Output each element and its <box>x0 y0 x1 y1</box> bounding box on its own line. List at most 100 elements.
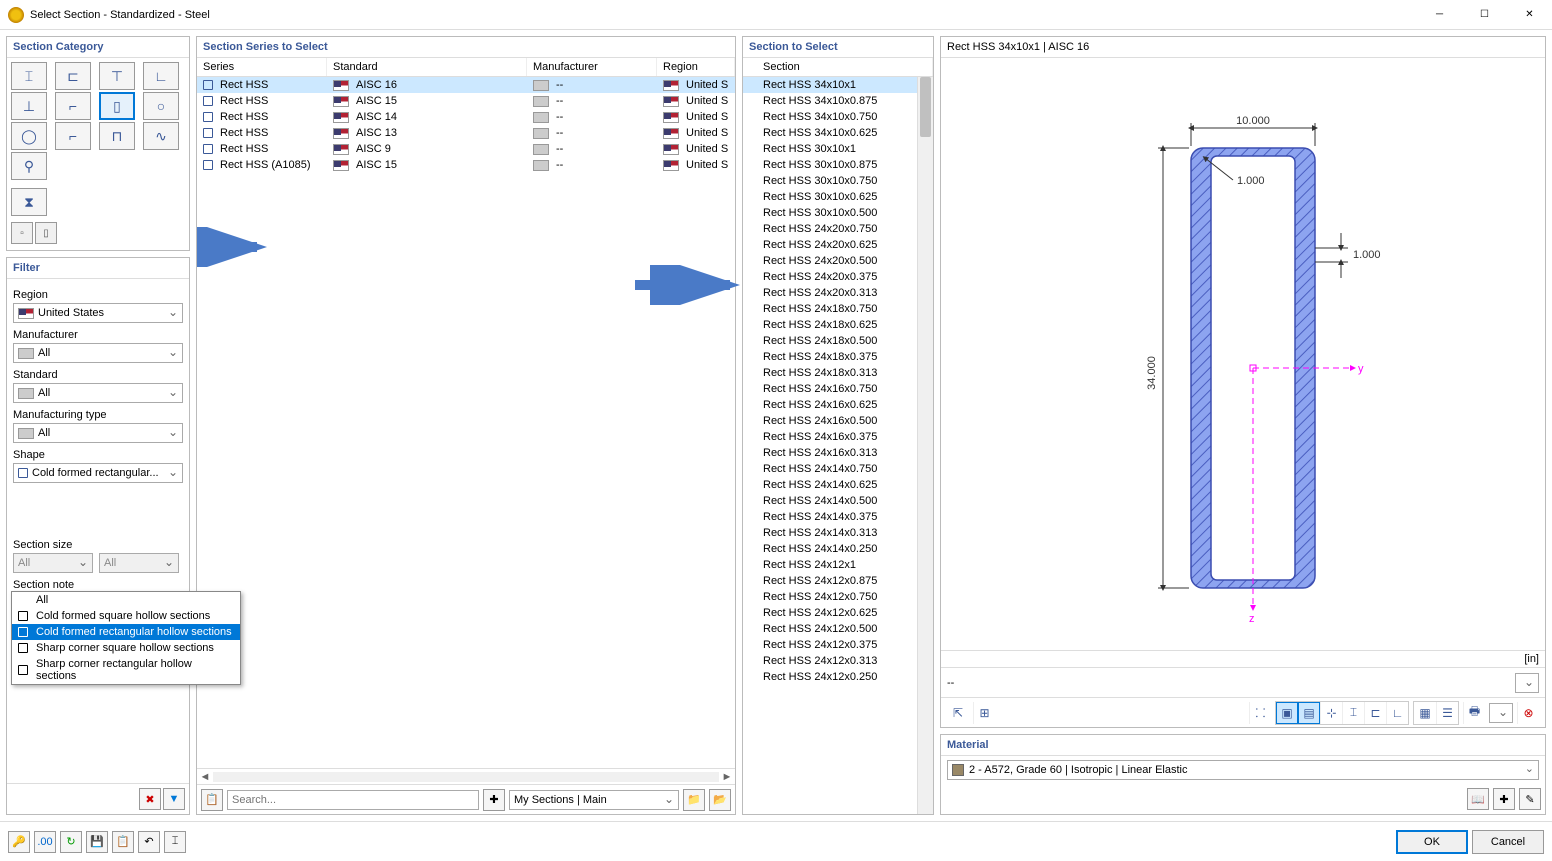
series-row[interactable]: Rect HSS AISC 13 -- United S <box>197 125 735 141</box>
preview-tool-print-icon[interactable]: 🖶 <box>1463 702 1485 724</box>
preview-tool-grid-icon[interactable]: ▦ <box>1414 702 1436 724</box>
cancel-button[interactable]: Cancel <box>1472 830 1544 854</box>
section-row[interactable]: Rect HSS 24x12x0.375 <box>743 637 917 653</box>
section-row[interactable]: Rect HSS 24x12x0.500 <box>743 621 917 637</box>
cat-oval-icon[interactable]: ◯ <box>11 122 47 150</box>
section-row[interactable]: Rect HSS 24x18x0.313 <box>743 365 917 381</box>
preview-tool-l-icon[interactable]: ∟ <box>1386 702 1408 724</box>
section-row[interactable]: Rect HSS 24x14x0.375 <box>743 509 917 525</box>
filter-shape-select[interactable]: Cold formed rectangular... <box>13 463 183 483</box>
series-row[interactable]: Rect HSS AISC 14 -- United S <box>197 109 735 125</box>
series-search-input[interactable] <box>227 790 479 810</box>
section-row[interactable]: Rect HSS 24x12x0.750 <box>743 589 917 605</box>
cat-mode-b-icon[interactable]: ▯ <box>35 222 57 244</box>
section-row[interactable]: Rect HSS 24x20x0.313 <box>743 285 917 301</box>
cat-double-angle-icon[interactable]: ⌐ <box>55 92 91 120</box>
cat-tee-icon[interactable]: ⊤ <box>99 62 135 90</box>
filter-clear-button[interactable]: ✖ <box>139 788 161 810</box>
cat-channel-icon[interactable]: ⊏ <box>55 62 91 90</box>
filter-region-select[interactable]: United States <box>13 303 183 323</box>
preview-tool-props-icon[interactable]: ⊞ <box>973 702 995 724</box>
cat-angle-icon[interactable]: ∟ <box>143 62 179 90</box>
preview-tool-dim-icon[interactable]: ⇱ <box>947 702 969 724</box>
preview-tool-axes-icon[interactable]: ⊹ <box>1320 702 1342 724</box>
section-row[interactable]: Rect HSS 24x16x0.750 <box>743 381 917 397</box>
maximize-button[interactable]: ☐ <box>1462 0 1507 30</box>
section-row[interactable]: Rect HSS 24x12x1 <box>743 557 917 573</box>
filter-standard-select[interactable]: All <box>13 383 183 403</box>
section-row[interactable]: Rect HSS 34x10x1 <box>743 77 917 93</box>
series-clipboard-button[interactable]: 📋 <box>201 789 223 811</box>
sections-col-header[interactable]: Section <box>743 58 933 76</box>
series-row[interactable]: Rect HSS AISC 16 -- United S <box>197 77 735 93</box>
preview-tool-target-icon[interactable]: ⊗ <box>1517 702 1539 724</box>
section-row[interactable]: Rect HSS 24x18x0.625 <box>743 317 917 333</box>
shape-option[interactable]: All <box>12 592 240 608</box>
preview-tool-list-icon[interactable]: ☰ <box>1436 702 1458 724</box>
series-row[interactable]: Rect HSS AISC 15 -- United S <box>197 93 735 109</box>
section-row[interactable]: Rect HSS 24x16x0.500 <box>743 413 917 429</box>
section-row[interactable]: Rect HSS 24x12x0.313 <box>743 653 917 669</box>
close-button[interactable]: ✕ <box>1507 0 1552 30</box>
section-row[interactable]: Rect HSS 30x10x0.750 <box>743 173 917 189</box>
series-row[interactable]: Rect HSS AISC 9 -- United S <box>197 141 735 157</box>
shape-option[interactable]: Cold formed rectangular hollow sections <box>12 624 240 640</box>
section-row[interactable]: Rect HSS 24x20x0.625 <box>743 237 917 253</box>
section-row[interactable]: Rect HSS 34x10x0.875 <box>743 93 917 109</box>
section-row[interactable]: Rect HSS 24x16x0.375 <box>743 429 917 445</box>
material-new-button[interactable]: ✚ <box>1493 788 1515 810</box>
preview-tool-fit-icon[interactable]: ▣ <box>1276 702 1298 724</box>
section-row[interactable]: Rect HSS 34x10x0.750 <box>743 109 917 125</box>
cat-pipe-icon[interactable]: ○ <box>143 92 179 120</box>
footer-units-icon[interactable]: .00 <box>34 831 56 853</box>
section-row[interactable]: Rect HSS 24x12x0.625 <box>743 605 917 621</box>
filter-size-from-select[interactable]: All <box>13 553 93 573</box>
shape-option[interactable]: Sharp corner rectangular hollow sections <box>12 656 240 684</box>
section-row[interactable]: Rect HSS 24x14x0.250 <box>743 541 917 557</box>
section-row[interactable]: Rect HSS 30x10x0.625 <box>743 189 917 205</box>
ok-button[interactable]: OK <box>1396 830 1468 854</box>
cat-double-tee-icon[interactable]: ⊥ <box>11 92 47 120</box>
preview-select[interactable] <box>1515 673 1539 693</box>
material-lib-button[interactable]: 📖 <box>1467 788 1489 810</box>
footer-refresh-icon[interactable]: ↻ <box>60 831 82 853</box>
section-row[interactable]: Rect HSS 34x10x0.625 <box>743 125 917 141</box>
footer-undo-icon[interactable]: ↶ <box>138 831 160 853</box>
mysections-btn-a[interactable]: 📁 <box>683 789 705 811</box>
filter-mfgtype-select[interactable]: All <box>13 423 183 443</box>
material-select[interactable]: 2 - A572, Grade 60 | Isotropic | Linear … <box>947 760 1539 780</box>
series-h-scrollbar[interactable]: ◄► <box>197 768 735 784</box>
sections-scrollbar[interactable] <box>917 77 933 814</box>
cat-rail-icon[interactable]: ⚲ <box>11 152 47 180</box>
mysections-btn-b[interactable]: 📂 <box>709 789 731 811</box>
cat-hollow-rect-icon[interactable]: ▯ <box>99 92 135 120</box>
footer-ibeam-icon[interactable]: ⌶ <box>164 831 186 853</box>
preview-tool-c-icon[interactable]: ⊏ <box>1364 702 1386 724</box>
section-row[interactable]: Rect HSS 24x14x0.313 <box>743 525 917 541</box>
section-row[interactable]: Rect HSS 24x20x0.500 <box>743 253 917 269</box>
section-row[interactable]: Rect HSS 24x12x0.875 <box>743 573 917 589</box>
footer-copy-icon[interactable]: 📋 <box>112 831 134 853</box>
cat-i-section-icon[interactable]: ⌶ <box>11 62 47 90</box>
series-col-manufacturer[interactable]: Manufacturer <box>527 58 657 76</box>
mysections-select[interactable]: My Sections | Main <box>509 790 679 810</box>
cat-corrugated-icon[interactable]: ∿ <box>143 122 179 150</box>
section-row[interactable]: Rect HSS 24x18x0.375 <box>743 349 917 365</box>
shape-option[interactable]: Sharp corner square hollow sections <box>12 640 240 656</box>
section-row[interactable]: Rect HSS 24x14x0.750 <box>743 461 917 477</box>
series-col-series[interactable]: Series <box>197 58 327 76</box>
cat-z-section-icon[interactable]: ⌐ <box>55 122 91 150</box>
filter-shape-dropdown[interactable]: AllCold formed square hollow sectionsCol… <box>11 591 241 685</box>
section-row[interactable]: Rect HSS 24x16x0.313 <box>743 445 917 461</box>
series-col-standard[interactable]: Standard <box>327 58 527 76</box>
preview-tool-origin-icon[interactable]: ⸬ <box>1249 702 1271 724</box>
cat-mode-a-icon[interactable]: ▫ <box>11 222 33 244</box>
cat-built-up-icon[interactable]: ⧗ <box>11 188 47 216</box>
section-row[interactable]: Rect HSS 24x20x0.375 <box>743 269 917 285</box>
series-add-button[interactable]: ✚ <box>483 789 505 811</box>
material-edit-button[interactable]: ✎ <box>1519 788 1541 810</box>
minimize-button[interactable]: ─ <box>1417 0 1462 30</box>
filter-size-to-select[interactable]: All <box>99 553 179 573</box>
filter-manufacturer-select[interactable]: All <box>13 343 183 363</box>
section-row[interactable]: Rect HSS 30x10x0.875 <box>743 157 917 173</box>
